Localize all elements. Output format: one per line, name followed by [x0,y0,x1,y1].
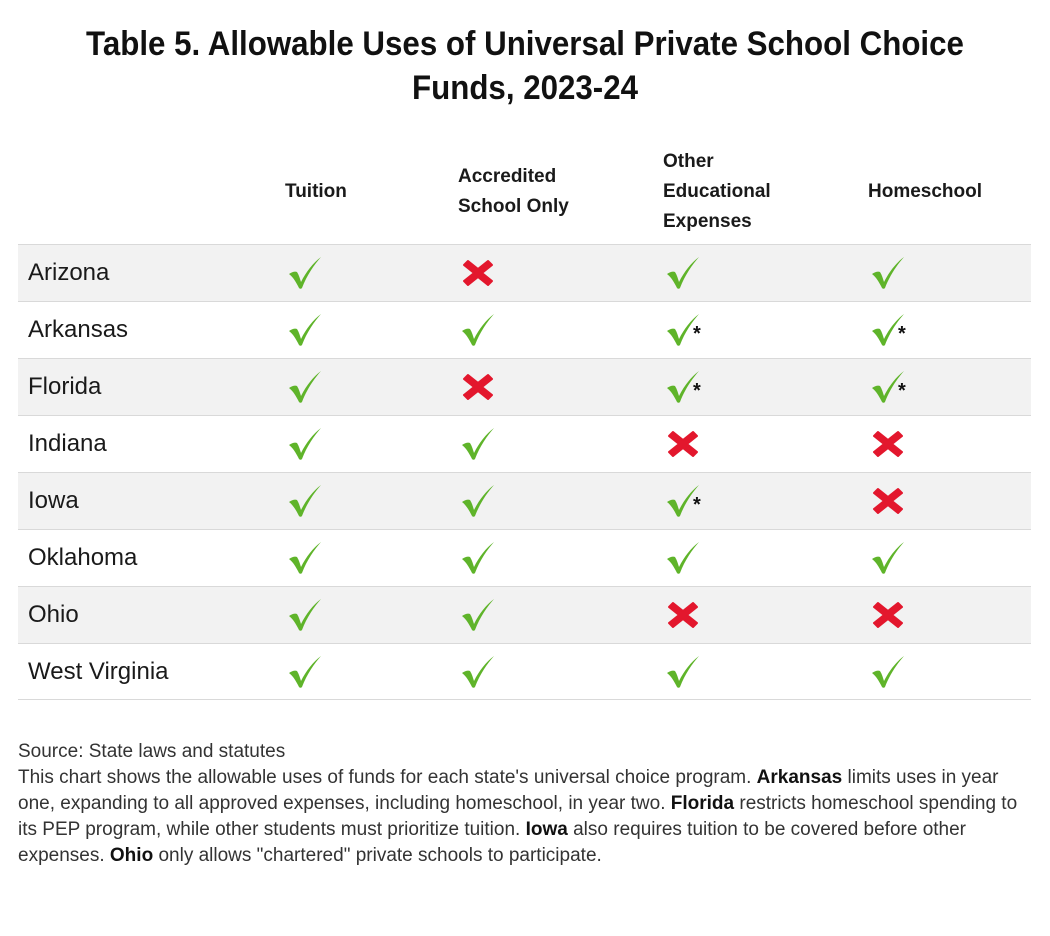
cell-homeschool [870,416,906,472]
table-row: West Virginia [18,643,1031,700]
cell-other-expenses: * [665,359,701,415]
table-row: Florida * * [18,358,1031,415]
check-icon [462,428,494,460]
check-icon [667,314,699,346]
cell-tuition [287,359,323,415]
state-name: Arizona [28,259,110,286]
check-icon [462,542,494,574]
check-icon [872,314,904,346]
check-icon [667,485,699,517]
check-icon [289,656,321,688]
cell-accredited [460,416,496,472]
cell-homeschool [870,644,906,700]
x-icon [873,488,903,514]
table-header: Tuition Accredited School Only Other Edu… [18,140,1031,244]
cell-tuition [287,302,323,358]
source-note: Source: State laws and statutes [18,741,286,762]
footnote-asterisk: * [693,379,701,402]
cell-other-expenses [665,530,701,586]
state-name: Florida [28,373,102,400]
column-header-homeschool: Homeschool [868,181,983,202]
state-name: Indiana [28,430,107,457]
cell-other-expenses [665,644,701,700]
check-icon [667,656,699,688]
check-icon [872,371,904,403]
check-icon [462,314,494,346]
footnote-asterisk: * [693,322,701,345]
column-header-tuition: Tuition [285,181,347,202]
cell-accredited [460,644,496,700]
explanation-note: This chart shows the allowable uses of f… [18,767,1018,866]
column-header-other-expenses: Other Educational Expenses [663,151,771,232]
cell-other-expenses: * [665,302,701,358]
state-name: West Virginia [28,658,169,685]
state-name: Ohio [28,601,79,628]
uses-table: Tuition Accredited School Only Other Edu… [18,140,1031,700]
cell-accredited [460,302,496,358]
cell-other-expenses [665,245,701,301]
x-icon [873,602,903,628]
cell-other-expenses [665,587,701,643]
cell-tuition [287,644,323,700]
cell-tuition [287,587,323,643]
cell-accredited [460,530,496,586]
cell-tuition [287,473,323,529]
check-icon [289,542,321,574]
cell-accredited [460,473,496,529]
cell-homeschool [870,587,906,643]
footnotes: Source: State laws and statutes This cha… [18,739,1033,869]
cell-other-expenses: * [665,473,701,529]
check-icon [667,542,699,574]
table-row: Iowa * [18,472,1031,529]
check-icon [289,314,321,346]
cell-accredited [460,245,496,301]
page-title: Table 5. Allowable Uses of Universal Pri… [86,25,964,107]
footnote-asterisk: * [693,493,701,516]
table-body: Arizona Arkansas * * Florida * * Indiana Iowa * Ok… [18,244,1031,700]
table-row: Oklahoma [18,529,1031,586]
check-icon [289,371,321,403]
state-name: Arkansas [28,316,129,343]
check-icon [462,599,494,631]
table-row: Ohio [18,586,1031,643]
check-icon [872,542,904,574]
column-header-accredited: Accredited School Only [458,166,569,217]
cell-accredited [460,587,496,643]
footnote-asterisk: * [898,322,906,345]
check-icon [872,656,904,688]
table-row: Indiana [18,415,1031,472]
check-icon [872,257,904,289]
cell-homeschool [870,245,906,301]
x-icon [463,260,493,286]
check-icon [289,485,321,517]
check-icon [667,257,699,289]
cell-accredited [460,359,496,415]
table-row: Arizona [18,244,1031,301]
check-icon [289,599,321,631]
cell-homeschool [870,473,906,529]
table-row: Arkansas * * [18,301,1031,358]
state-name: Oklahoma [28,544,138,571]
state-name: Iowa [28,487,79,514]
x-icon [668,602,698,628]
x-icon [668,431,698,457]
cell-tuition [287,416,323,472]
cell-other-expenses [665,416,701,472]
check-icon [462,485,494,517]
check-icon [462,656,494,688]
cell-homeschool: * [870,302,906,358]
check-icon [667,371,699,403]
x-icon [463,374,493,400]
check-icon [289,428,321,460]
cell-tuition [287,245,323,301]
cell-homeschool: * [870,359,906,415]
cell-tuition [287,530,323,586]
cell-homeschool [870,530,906,586]
check-icon [289,257,321,289]
x-icon [873,431,903,457]
footnote-asterisk: * [898,379,906,402]
